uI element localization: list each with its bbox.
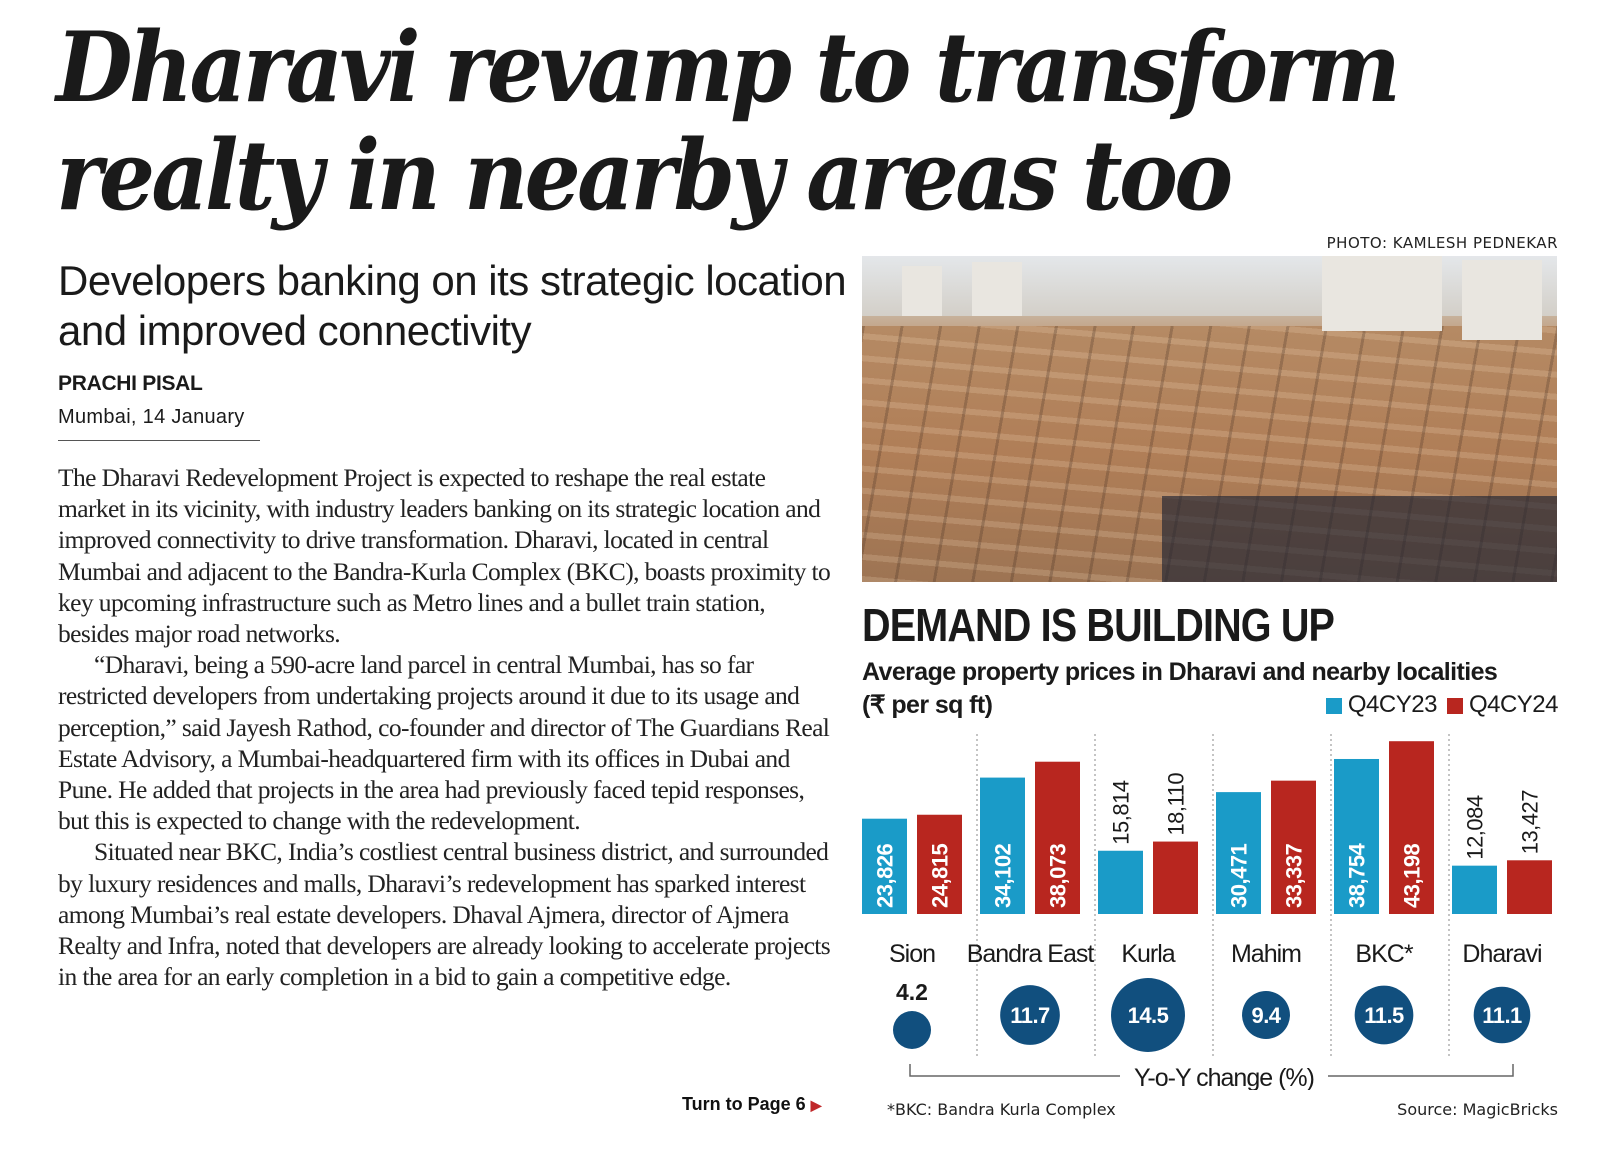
legend-label: Q4CY24 bbox=[1468, 691, 1559, 718]
byline-divider bbox=[58, 440, 260, 441]
chart-legend: Q4CY23 Q4CY24 bbox=[1325, 691, 1559, 719]
bar-value-label: 23,826 bbox=[873, 843, 898, 908]
category-label: BKC* bbox=[1355, 940, 1413, 968]
category-label: Dharavi bbox=[1462, 940, 1541, 968]
bar-value-label: 33,337 bbox=[1282, 843, 1307, 908]
bar-q4cy23 bbox=[1098, 850, 1143, 914]
bar-q4cy24 bbox=[1507, 860, 1552, 914]
category-label: Kurla bbox=[1121, 940, 1175, 968]
bar-value-label: 12,084 bbox=[1463, 795, 1488, 860]
chart-subtitle-text: Average property prices in Dharavi and n… bbox=[862, 658, 1498, 686]
bar-value-label: 18,110 bbox=[1164, 773, 1189, 836]
article-photo bbox=[862, 256, 1557, 582]
bar-q4cy23 bbox=[1216, 792, 1261, 914]
yoy-value-label: 11.7 bbox=[1010, 1003, 1050, 1028]
yoy-value-label: 11.1 bbox=[1482, 1003, 1522, 1028]
subheadline: Developers banking on its strategic loca… bbox=[58, 257, 847, 354]
photo-credit: PHOTO: KAMLESH PEDNEKAR bbox=[1326, 234, 1558, 252]
yoy-bubble bbox=[1473, 986, 1531, 1044]
legend-label: Q4CY23 bbox=[1347, 691, 1438, 718]
yoy-bubble bbox=[1354, 985, 1414, 1045]
bar-value-label: 24,815 bbox=[928, 843, 953, 908]
category-label: Bandra East bbox=[967, 940, 1095, 968]
author-byline: PRACHI PISAL bbox=[58, 372, 203, 395]
photo-building bbox=[1322, 256, 1442, 331]
photo-building bbox=[1462, 260, 1542, 340]
chart-title: DEMAND IS BUILDING UP bbox=[862, 599, 1335, 651]
headline: Dharavi revamp to transform realty in ne… bbox=[56, 11, 1401, 232]
yoy-value-label: 4.2 bbox=[896, 979, 928, 1005]
yoy-bubble bbox=[1000, 985, 1060, 1045]
yoy-bracket-left bbox=[909, 1064, 1120, 1077]
bar-value-label: 34,102 bbox=[991, 843, 1016, 908]
bar-q4cy23 bbox=[1452, 865, 1497, 914]
continuation-label: Turn to Page 6 bbox=[682, 1094, 806, 1114]
bar-q4cy24 bbox=[1035, 761, 1080, 914]
paragraph: “Dharavi, being a 590-acre land parcel i… bbox=[58, 650, 830, 836]
bar-q4cy23 bbox=[980, 777, 1025, 914]
bar-value-label: 13,427 bbox=[1518, 790, 1543, 855]
paragraph: The Dharavi Redevelopment Project is exp… bbox=[58, 463, 831, 649]
photo-shadow bbox=[1162, 496, 1557, 582]
bar-value-label: 15,814 bbox=[1109, 780, 1134, 845]
yoy-value-label: 14.5 bbox=[1128, 1003, 1169, 1028]
legend-swatch bbox=[1325, 697, 1342, 714]
legend-item-q4cy23: Q4CY23 bbox=[1325, 691, 1438, 719]
photo-building bbox=[902, 266, 942, 316]
yoy-value-label: 9.4 bbox=[1251, 1003, 1281, 1028]
bar-q4cy24 bbox=[1153, 841, 1198, 914]
dateline: Mumbai, 14 January bbox=[58, 406, 245, 428]
article-body: The Dharavi Redevelopment Project is exp… bbox=[58, 462, 833, 992]
category-label: Sion bbox=[889, 940, 935, 968]
continuation-link[interactable]: Turn to Page 6 ▶ bbox=[682, 1094, 821, 1115]
legend-item-q4cy24: Q4CY24 bbox=[1446, 691, 1559, 719]
chart-footnote: *BKC: Bandra Kurla Complex bbox=[887, 1100, 1116, 1119]
yoy-bubble bbox=[1242, 991, 1290, 1039]
chart-subtitle: Average property prices in Dharavi and n… bbox=[862, 656, 1562, 722]
price-chart: 23,826 24,815 Sion 4.2 34,102 38,073 Bandra Ea… bbox=[862, 734, 1552, 1090]
yoy-bubble bbox=[893, 1011, 931, 1049]
bar-value-label: 30,471 bbox=[1227, 843, 1252, 908]
bar-value-label: 38,073 bbox=[1046, 843, 1071, 908]
yoy-value-label: 11.5 bbox=[1364, 1003, 1404, 1028]
bar-q4cy24 bbox=[1271, 780, 1316, 914]
chart-unit-label: (₹ per sq ft) bbox=[862, 691, 993, 719]
bar-q4cy23 bbox=[1334, 758, 1379, 914]
bar-q4cy24 bbox=[917, 814, 962, 914]
paragraph: Situated near BKC, India’s costliest cen… bbox=[58, 837, 831, 992]
yoy-bubble bbox=[1111, 978, 1185, 1052]
yoy-axis-label: Y-o-Y change (%) bbox=[1134, 1064, 1314, 1090]
photo-sky bbox=[862, 256, 1557, 316]
yoy-bracket-right bbox=[1328, 1064, 1514, 1077]
bar-q4cy24 bbox=[1389, 741, 1434, 914]
bar-value-label: 43,198 bbox=[1400, 843, 1425, 908]
bar-q4cy23 bbox=[862, 818, 907, 914]
bar-value-label: 38,754 bbox=[1345, 842, 1370, 908]
category-label: Mahim bbox=[1231, 940, 1301, 968]
triangle-right-icon: ▶ bbox=[810, 1097, 822, 1113]
photo-building bbox=[972, 262, 1022, 316]
chart-source: Source: MagicBricks bbox=[1397, 1100, 1558, 1119]
legend-swatch bbox=[1446, 697, 1463, 714]
